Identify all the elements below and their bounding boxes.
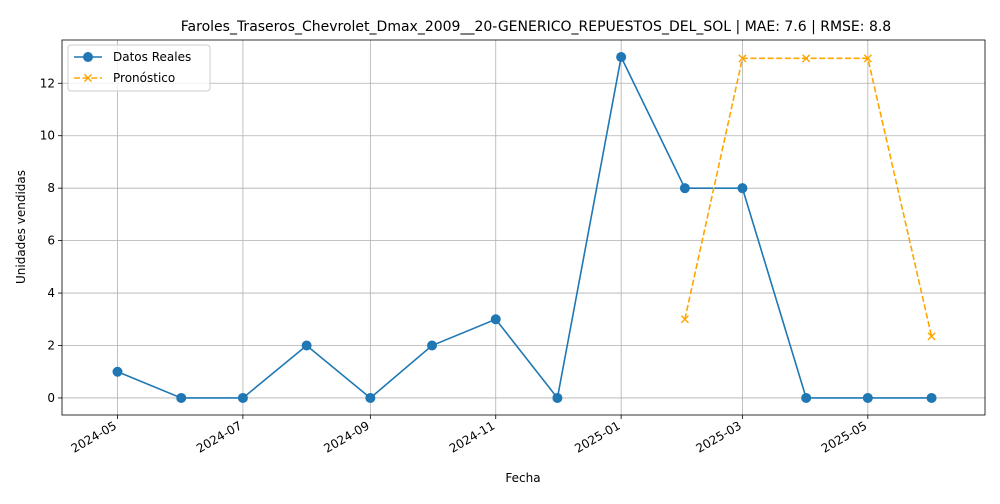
- data-point: [926, 392, 937, 403]
- legend-entry: Pronóstico: [74, 71, 175, 85]
- data-point: [802, 54, 811, 63]
- y-axis-label: Unidades vendidas: [14, 170, 28, 284]
- series-line: [117, 54, 932, 400]
- y-tick-label: 0: [47, 391, 55, 405]
- legend-label: Datos Reales: [113, 50, 191, 64]
- data-point: [112, 366, 123, 377]
- series-layer: [112, 52, 937, 403]
- data-point: [863, 54, 872, 63]
- legend-entries: Datos Reales Pronóstico: [74, 50, 191, 85]
- legend: Datos Reales Pronóstico: [67, 44, 211, 92]
- legend-marker: [83, 73, 93, 83]
- data-point: [616, 52, 627, 63]
- series-datos-reales: [112, 52, 937, 403]
- data-point: [427, 340, 438, 351]
- x-axis-label: Fecha: [505, 471, 540, 485]
- legend-label: Pronóstico: [113, 71, 175, 85]
- data-point: [801, 392, 812, 403]
- y-tick-label: 2: [47, 339, 55, 353]
- data-point: [552, 392, 563, 403]
- series-pronostico: [680, 54, 936, 341]
- legend-entry: Datos Reales: [74, 50, 191, 64]
- y-tick-label: 10: [40, 129, 55, 143]
- data-point: [490, 314, 501, 325]
- data-point: [738, 54, 747, 63]
- y-tick-label: 12: [40, 76, 55, 90]
- y-tick-label: 6: [47, 234, 55, 248]
- chart-title: Faroles_Traseros_Chevrolet_Dmax_2009__20…: [181, 19, 891, 35]
- y-tick-label: 8: [47, 181, 55, 195]
- plot-area-border: [61, 39, 986, 416]
- data-point: [862, 392, 873, 403]
- data-point: [737, 183, 748, 194]
- data-point: [680, 315, 689, 324]
- y-tick-label: 4: [47, 286, 55, 300]
- data-point: [679, 183, 690, 194]
- data-point: [237, 392, 248, 403]
- data-point: [176, 392, 187, 403]
- data-point: [927, 332, 936, 341]
- data-point: [301, 340, 312, 351]
- data-point: [365, 392, 376, 403]
- legend-frame: [67, 44, 211, 92]
- legend-marker: [83, 52, 93, 62]
